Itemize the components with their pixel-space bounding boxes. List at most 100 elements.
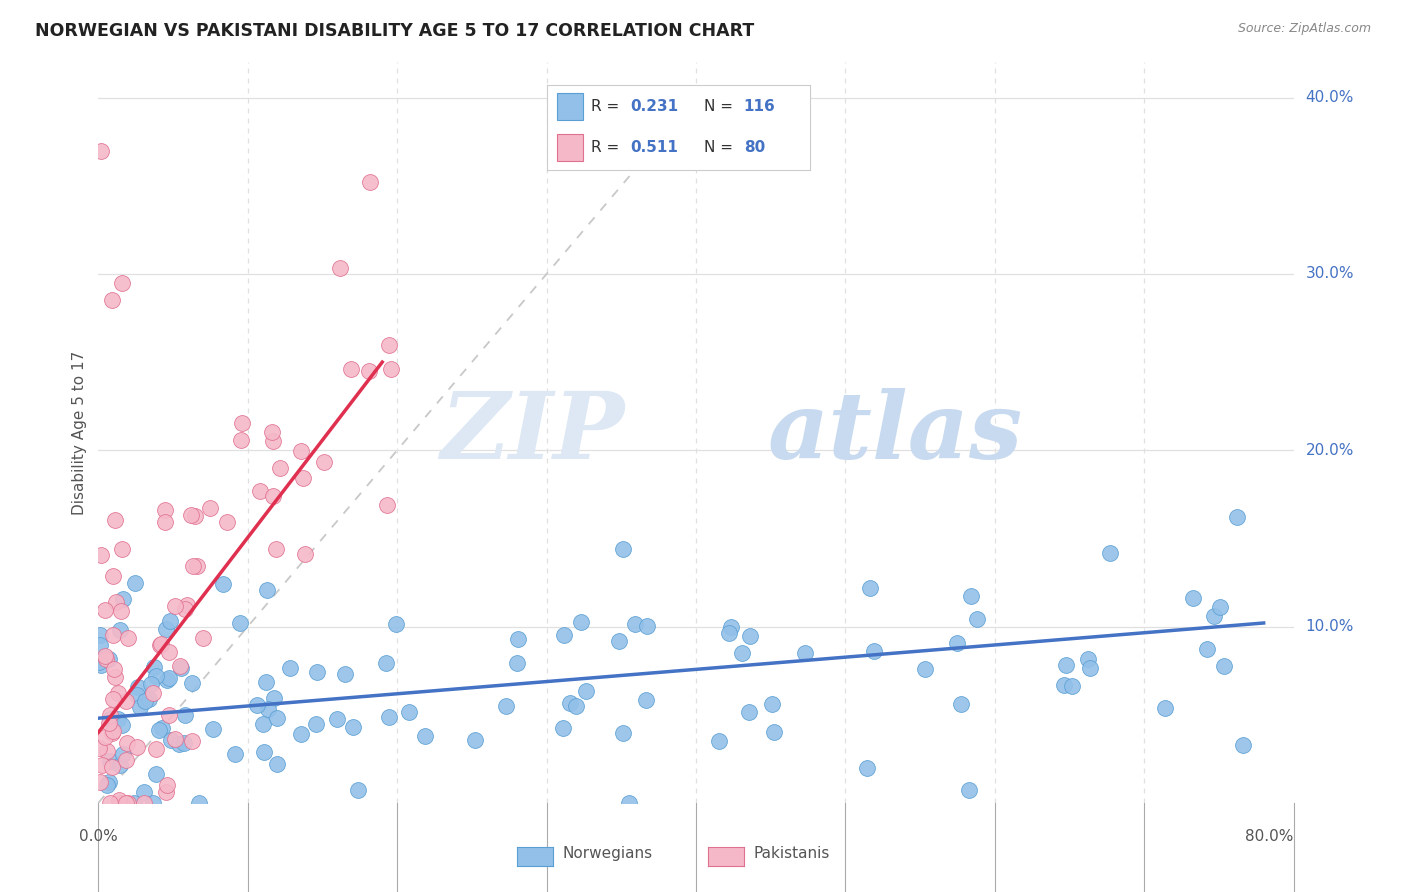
Point — [260, 425, 283, 440]
Point — [945, 636, 967, 650]
Point — [231, 434, 253, 448]
Text: Pakistanis: Pakistanis — [754, 846, 830, 861]
Point — [174, 707, 197, 722]
Point — [380, 361, 402, 376]
Point — [103, 568, 125, 582]
Point — [183, 509, 205, 524]
Point — [565, 699, 588, 714]
Point — [966, 611, 988, 625]
Point — [142, 686, 165, 700]
Point — [107, 793, 129, 807]
Point — [957, 783, 980, 797]
Point — [159, 645, 181, 659]
Point — [176, 598, 198, 612]
Point — [357, 363, 380, 377]
Point — [1182, 591, 1205, 605]
Point — [122, 796, 145, 810]
Point — [266, 711, 288, 725]
Point — [94, 730, 117, 744]
Point — [229, 616, 252, 631]
Point — [156, 673, 179, 687]
Point — [132, 785, 155, 799]
Point — [174, 602, 197, 616]
Point — [134, 694, 156, 708]
Point — [569, 615, 592, 629]
Text: 40.0%: 40.0% — [1306, 90, 1354, 105]
Point — [738, 706, 761, 720]
Point — [93, 603, 115, 617]
Point — [103, 513, 125, 527]
Point — [505, 656, 527, 670]
Point — [98, 716, 121, 731]
Point — [155, 623, 177, 637]
Point — [104, 670, 127, 684]
Point — [1060, 679, 1083, 693]
Point — [111, 276, 134, 290]
Point — [398, 705, 420, 719]
Point — [108, 758, 131, 772]
Point — [155, 503, 177, 517]
Point — [165, 599, 187, 613]
Text: atlas: atlas — [768, 388, 1024, 477]
Point — [148, 723, 170, 738]
Point — [105, 595, 128, 609]
Point — [231, 417, 253, 431]
Point — [115, 736, 138, 750]
Point — [145, 742, 167, 756]
Point — [263, 690, 285, 705]
Text: 30.0%: 30.0% — [1306, 267, 1354, 282]
Point — [127, 689, 149, 703]
Point — [333, 666, 356, 681]
Point — [1195, 641, 1218, 656]
Point — [269, 460, 291, 475]
Point — [385, 616, 408, 631]
Point — [720, 620, 742, 634]
Point — [290, 444, 312, 458]
Point — [224, 747, 246, 761]
Point — [101, 723, 124, 738]
Point — [359, 175, 381, 189]
Point — [855, 761, 877, 775]
Point — [155, 515, 177, 529]
Point — [193, 632, 215, 646]
Point — [114, 796, 136, 810]
Point — [98, 796, 121, 810]
Point — [165, 732, 187, 747]
Point — [266, 757, 288, 772]
Point — [173, 736, 195, 750]
Point — [90, 144, 112, 158]
Point — [1154, 701, 1177, 715]
Point — [262, 489, 284, 503]
Point — [90, 657, 112, 672]
Point — [761, 697, 783, 711]
Point — [305, 717, 328, 731]
Point — [150, 721, 173, 735]
Point — [101, 692, 124, 706]
Text: ZIP: ZIP — [440, 388, 624, 477]
Point — [575, 684, 598, 698]
Point — [169, 737, 191, 751]
Point — [794, 646, 817, 660]
Point — [378, 710, 401, 724]
Point — [375, 498, 398, 512]
Point — [211, 576, 233, 591]
Point — [125, 739, 148, 754]
Point — [110, 718, 132, 732]
Point — [138, 692, 160, 706]
Point — [111, 541, 134, 556]
Point — [108, 796, 131, 810]
Point — [347, 783, 370, 797]
Point — [90, 548, 112, 562]
Point — [413, 729, 436, 743]
Point — [110, 603, 132, 617]
Point — [252, 717, 274, 731]
Point — [636, 619, 658, 633]
Point — [859, 581, 882, 595]
Y-axis label: Disability Age 5 to 17: Disability Age 5 to 17 — [72, 351, 87, 515]
Point — [612, 725, 634, 739]
Point — [378, 338, 401, 352]
Point — [609, 634, 631, 648]
Point — [717, 625, 740, 640]
Point — [111, 592, 134, 607]
Point — [709, 733, 731, 747]
